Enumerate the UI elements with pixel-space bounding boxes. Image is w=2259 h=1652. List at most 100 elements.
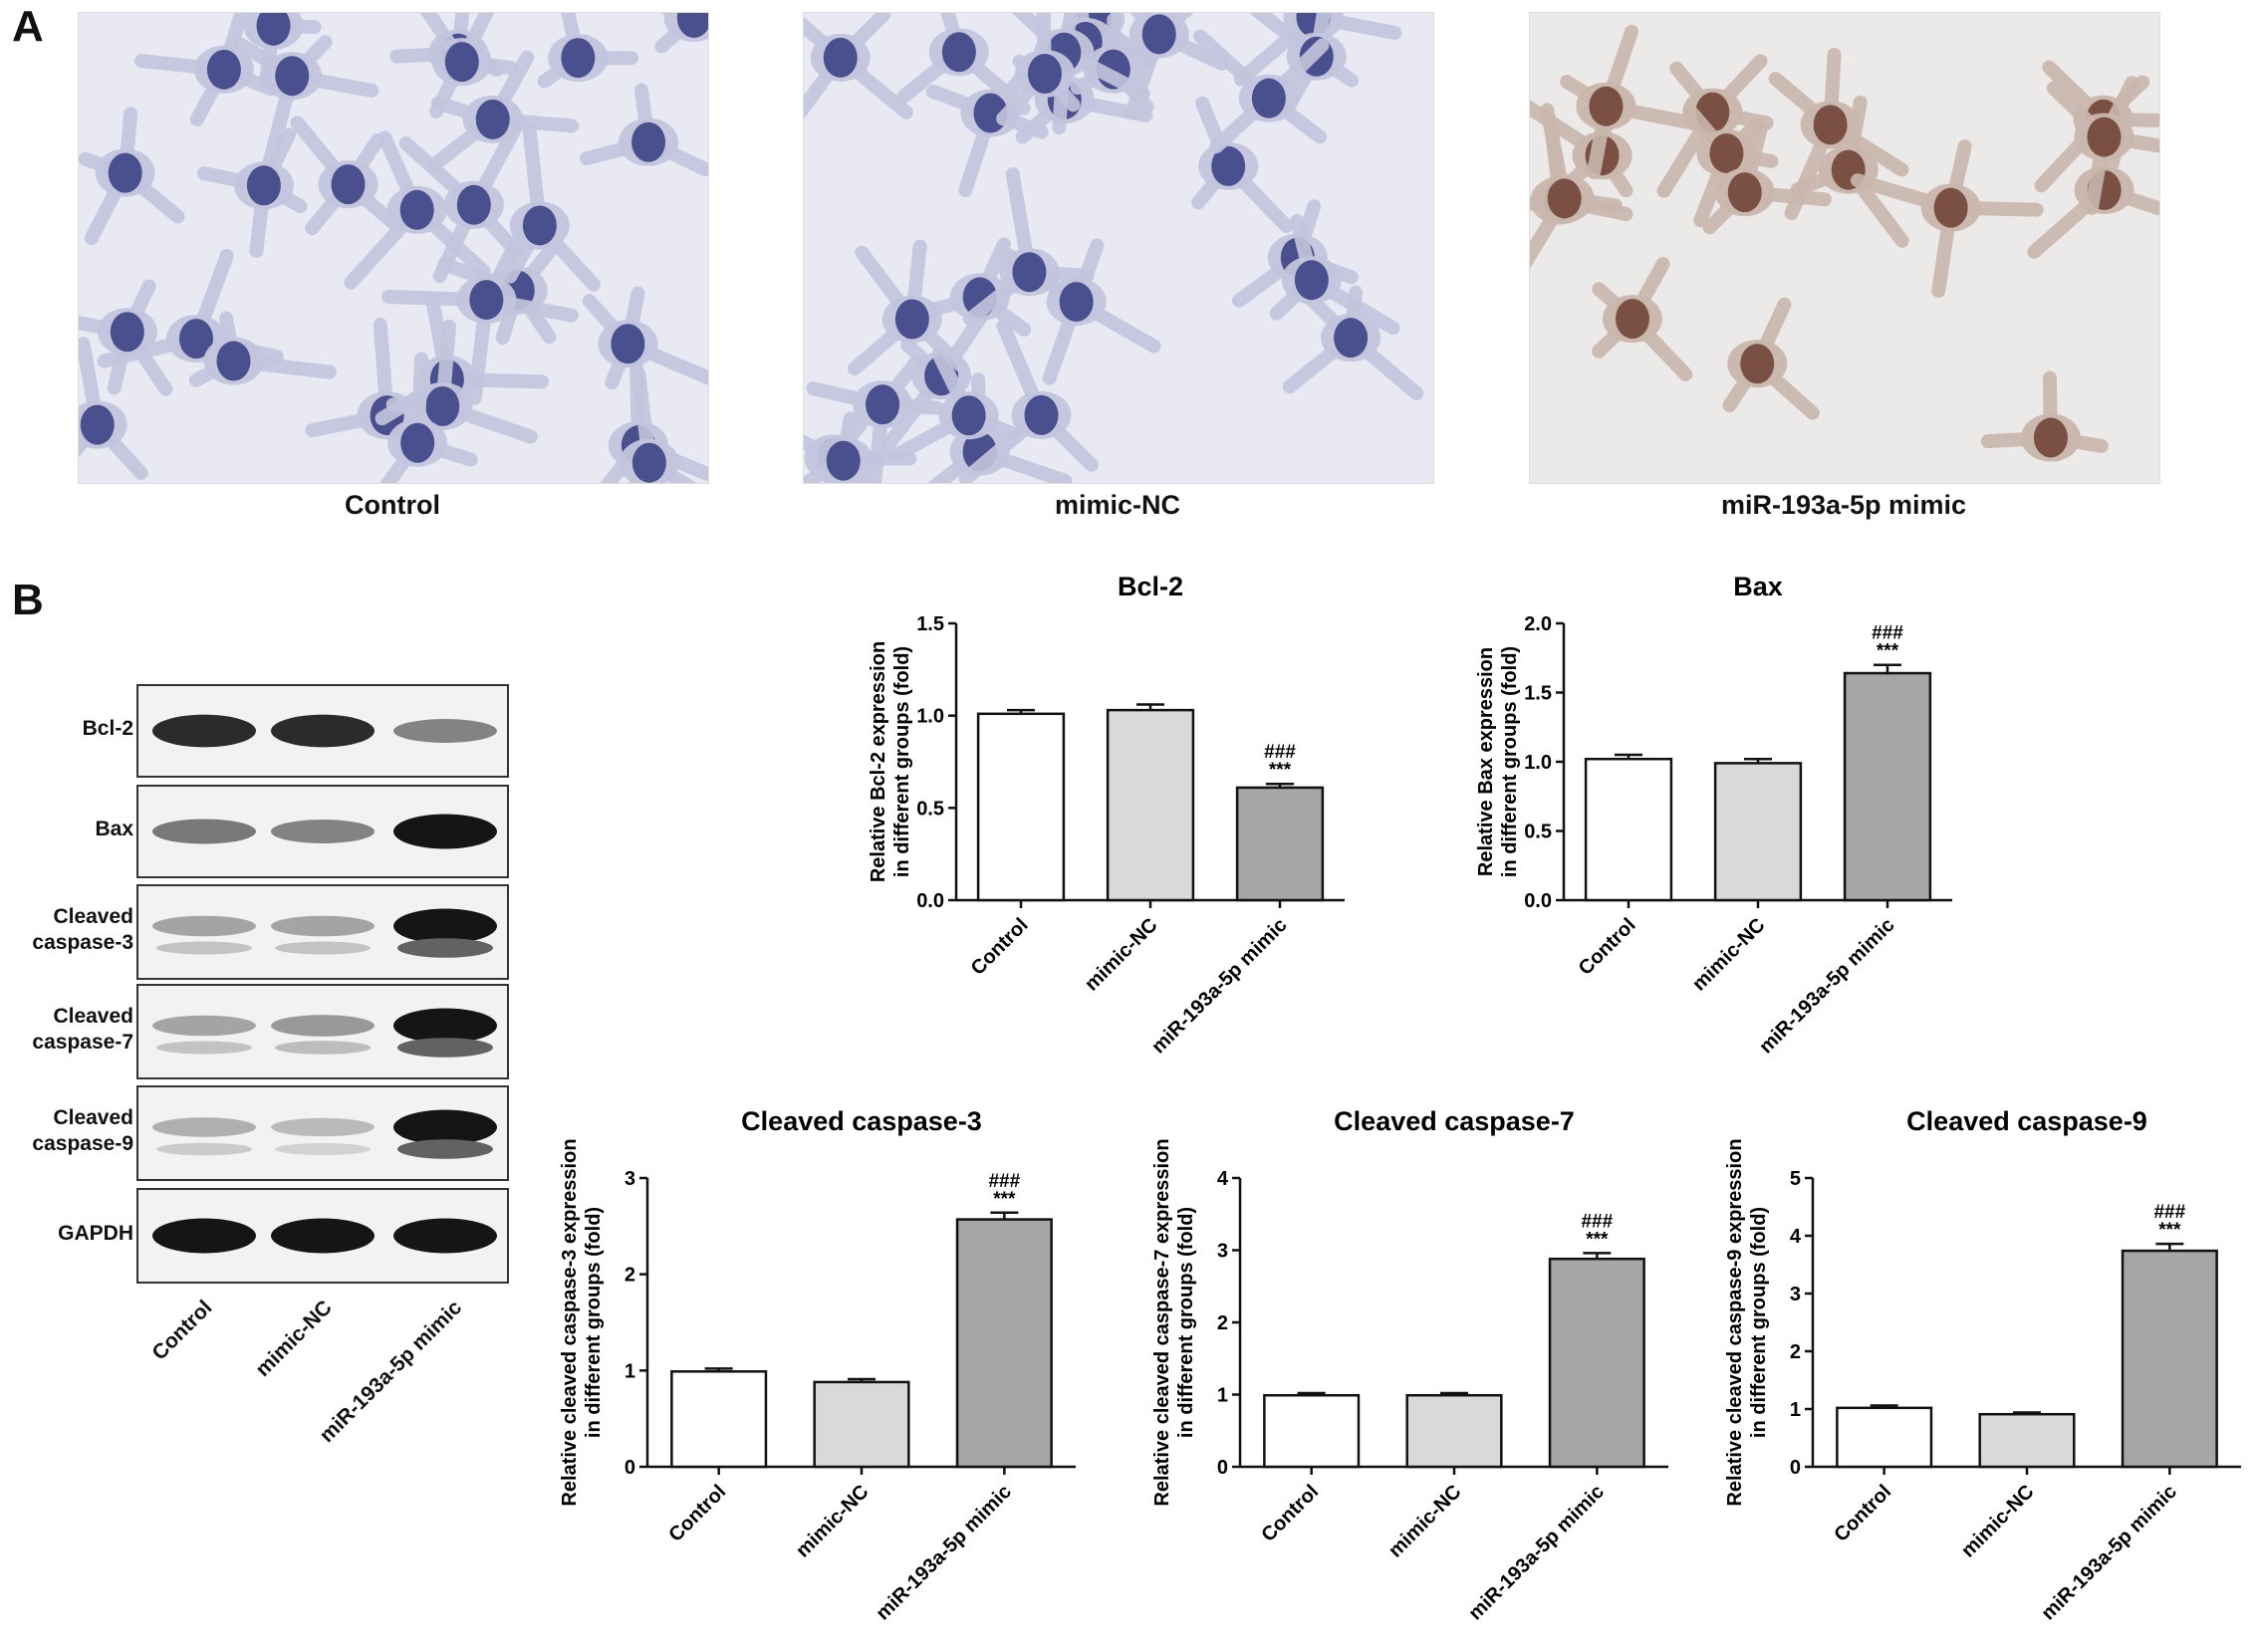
panel-letter-b: B <box>12 576 44 624</box>
micrograph-label-mir-mimic: miR-193a-5p mimic <box>1720 490 1967 520</box>
cell <box>1191 96 1294 234</box>
y-axis-label: Relative Bax expression in different grou… <box>1475 646 1521 877</box>
chart-title: Bcl-2 <box>1118 572 1183 601</box>
x-tick-label: miR-193a-5p mimic <box>1464 1481 1608 1624</box>
y-tick-label: 2.0 <box>1524 613 1552 635</box>
y-tick-label: 0.5 <box>1524 822 1552 843</box>
x-tick-label: Control <box>1575 914 1640 980</box>
wb-strip <box>136 1085 509 1181</box>
cell <box>79 107 185 245</box>
micrograph-label-control: Control <box>345 490 440 520</box>
cell <box>79 337 148 480</box>
x-tick-label: mimic-NC <box>1384 1481 1466 1562</box>
y-tick-label: 1.5 <box>916 613 944 635</box>
wb-band-label: Bcl-2 <box>82 717 133 740</box>
wb-band-label: Cleaved caspase-9 <box>32 1106 133 1155</box>
micrograph-mir-mimic <box>1529 12 2160 484</box>
cell <box>847 239 967 376</box>
cell <box>1980 370 2109 462</box>
cell <box>582 286 708 390</box>
cell <box>580 83 708 177</box>
wb-band <box>271 820 375 843</box>
wb-band <box>393 719 497 743</box>
cell <box>1193 29 1330 154</box>
wb-band-label: GAPDH <box>58 1222 133 1245</box>
y-tick-label: 0 <box>625 1457 635 1479</box>
chart-title: Cleaved caspase-7 <box>1334 1106 1575 1136</box>
cell <box>896 13 1031 116</box>
y-tick-label: 0 <box>1217 1457 1228 1479</box>
chart-caspase9: Cleaved caspase-9 Relative cleaved caspas… <box>1703 1100 2259 1643</box>
bar <box>670 1370 768 1469</box>
bar <box>813 1380 910 1469</box>
cell <box>243 13 322 88</box>
bar <box>1836 1406 1933 1469</box>
wb-band-label: Cleaved caspase-3 <box>32 905 133 954</box>
wb-strip <box>136 984 509 1079</box>
x-tick-label: miR-193a-5p mimic <box>2037 1481 2180 1624</box>
wb-band-lower <box>275 1143 371 1155</box>
micrograph-mimic-nc <box>803 12 1434 484</box>
wb-band-label: Bax <box>95 818 133 840</box>
wb-band-lower <box>275 941 371 955</box>
wb-strip <box>136 884 509 980</box>
cell <box>503 122 601 292</box>
y-tick-label: 2 <box>625 1265 635 1287</box>
x-tick-label: Control <box>664 1481 730 1546</box>
cell <box>804 411 877 483</box>
wb-lane-label: mimic-NC <box>251 1296 337 1382</box>
cell <box>427 50 579 171</box>
cell <box>958 319 1099 483</box>
x-tick-label: mimic-NC <box>1957 1481 2039 1562</box>
wb-band <box>152 1218 256 1254</box>
chart-title: Cleaved caspase-3 <box>741 1106 982 1136</box>
y-axis-label: Relative cleaved caspase-9 expression in … <box>1724 1138 1770 1506</box>
wb-band <box>271 1218 375 1254</box>
cell <box>379 352 478 483</box>
y-axis-label: Relative cleaved caspase-3 expression in … <box>559 1138 605 1506</box>
wb-band-lower <box>397 1038 493 1058</box>
cell <box>188 311 337 387</box>
wb-band-lower <box>156 1142 252 1156</box>
wb-band-label: Cleaved caspase-7 <box>32 1005 133 1054</box>
micrograph-mir-mimic-image <box>1530 13 2159 483</box>
x-tick-label: Control <box>1830 1481 1895 1546</box>
x-tick-label: Control <box>1257 1481 1323 1546</box>
y-tick-label: 3 <box>1217 1241 1228 1263</box>
cell <box>133 13 278 126</box>
wb-band <box>393 1109 497 1145</box>
cell <box>996 13 1081 126</box>
y-tick-label: 0.0 <box>916 890 944 912</box>
y-tick-label: 1.0 <box>1524 752 1552 774</box>
bar <box>1263 1393 1361 1469</box>
y-tick-label: 0.5 <box>916 798 944 820</box>
significance-marker: ### *** <box>1872 623 1903 662</box>
chart-title: Bax <box>1733 572 1783 601</box>
cell <box>962 166 1095 327</box>
wb-strip <box>136 1188 509 1284</box>
x-tick-label: mimic-NC <box>1688 914 1770 996</box>
wb-band-lower <box>397 1139 493 1159</box>
wb-band-lower <box>275 1041 371 1055</box>
cell <box>97 248 284 368</box>
wb-strip <box>136 684 509 778</box>
wb-band-lower <box>156 1041 252 1055</box>
wb-strip <box>136 785 509 878</box>
bar <box>1548 1257 1645 1469</box>
micrograph-control-image <box>79 13 708 483</box>
micrograph-control <box>78 12 709 484</box>
wb-band <box>152 714 256 748</box>
wb-lane-label: Control <box>147 1296 217 1365</box>
bar <box>1584 757 1673 902</box>
x-tick-label: miR-193a-5p mimic <box>1755 914 1898 1058</box>
bar <box>1978 1412 2076 1469</box>
cell <box>1592 257 1693 381</box>
wb-band <box>393 1008 497 1044</box>
cell <box>1269 214 1400 336</box>
cell <box>233 35 379 171</box>
cell <box>1125 13 1229 120</box>
y-tick-label: 4 <box>1790 1226 1802 1248</box>
cell <box>290 116 404 236</box>
cell <box>1722 297 1820 420</box>
y-tick-label: 2 <box>1790 1341 1801 1363</box>
